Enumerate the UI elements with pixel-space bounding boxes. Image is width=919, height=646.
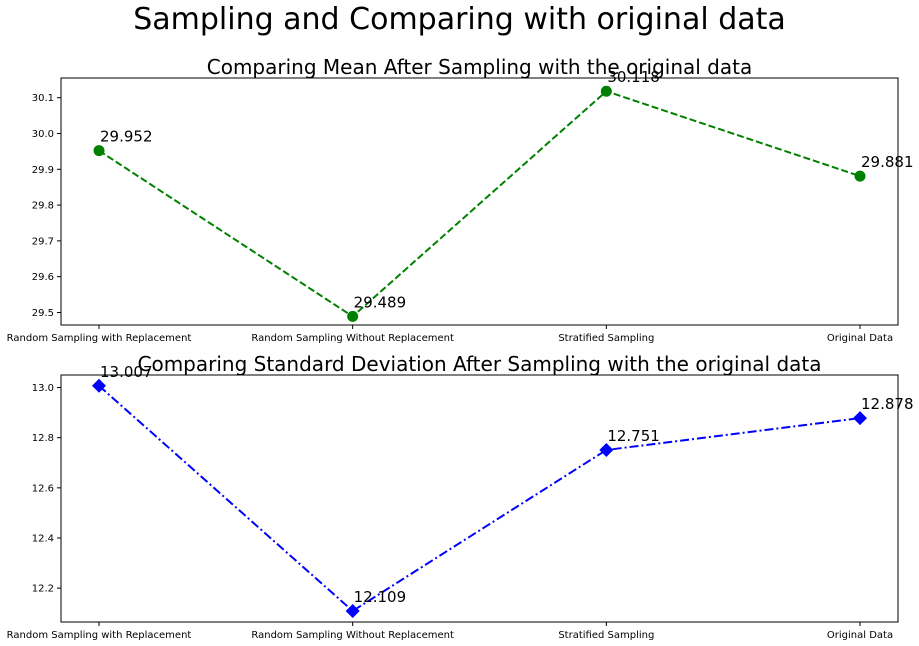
std-data-label: 13.007	[100, 363, 153, 381]
std-ytick-label: 12.6	[32, 483, 54, 494]
mean-data-label: 29.881	[861, 153, 914, 171]
figure-suptitle: Sampling and Comparing with original dat…	[133, 2, 786, 37]
mean-xtick-label: Original Data	[827, 333, 893, 344]
mean-data-point	[854, 170, 866, 182]
std-xtick-label: Random Sampling with Replacement	[7, 630, 192, 641]
mean-data-label: 29.489	[354, 293, 407, 311]
std-data-label: 12.878	[861, 395, 914, 413]
std-data-point	[345, 603, 360, 618]
mean-ytick-label: 29.5	[32, 308, 54, 319]
mean-xtick-label: Random Sampling Without Replacement	[251, 333, 454, 344]
std-xtick-label: Original Data	[827, 630, 893, 641]
std-chart-title: Comparing Standard Deviation After Sampl…	[138, 352, 822, 376]
mean-data-point	[600, 85, 612, 97]
mean-xtick-label: Stratified Sampling	[558, 333, 654, 344]
std-xtick-label: Stratified Sampling	[558, 630, 654, 641]
mean-ytick-label: 29.9	[32, 165, 54, 176]
mean-ytick-label: 29.8	[32, 201, 54, 212]
std-data-label: 12.109	[354, 588, 407, 606]
std-axes-frame	[60, 374, 899, 623]
mean-data-label: 29.952	[100, 128, 153, 146]
mean-ytick-label: 29.6	[32, 272, 54, 283]
mean-data-point	[347, 310, 359, 322]
mean-axes-frame	[60, 77, 899, 326]
mean-chart: Comparing Mean After Sampling with the o…	[7, 55, 914, 344]
std-series-line	[98, 385, 861, 613]
std-data-point	[599, 442, 614, 457]
std-xtick-label: Random Sampling Without Replacement	[251, 630, 454, 641]
mean-series-line	[98, 90, 861, 318]
mean-data-point	[93, 145, 105, 157]
mean-ytick-label: 29.7	[32, 236, 54, 247]
mean-xtick-label: Random Sampling with Replacement	[7, 333, 192, 344]
std-chart: Comparing Standard Deviation After Sampl…	[7, 352, 914, 641]
mean-ytick-label: 30.0	[32, 129, 54, 140]
std-data-label: 12.751	[607, 427, 660, 445]
mean-ytick-label: 30.1	[32, 93, 54, 104]
std-ytick-label: 12.4	[32, 533, 54, 544]
std-data-point	[853, 411, 867, 426]
std-data-point	[92, 378, 106, 393]
std-ytick-label: 13.0	[32, 383, 54, 394]
mean-chart-title: Comparing Mean After Sampling with the o…	[207, 55, 752, 79]
mean-data-label: 30.118	[607, 68, 660, 86]
std-ytick-label: 12.2	[32, 584, 54, 595]
std-ytick-label: 12.8	[32, 433, 54, 444]
